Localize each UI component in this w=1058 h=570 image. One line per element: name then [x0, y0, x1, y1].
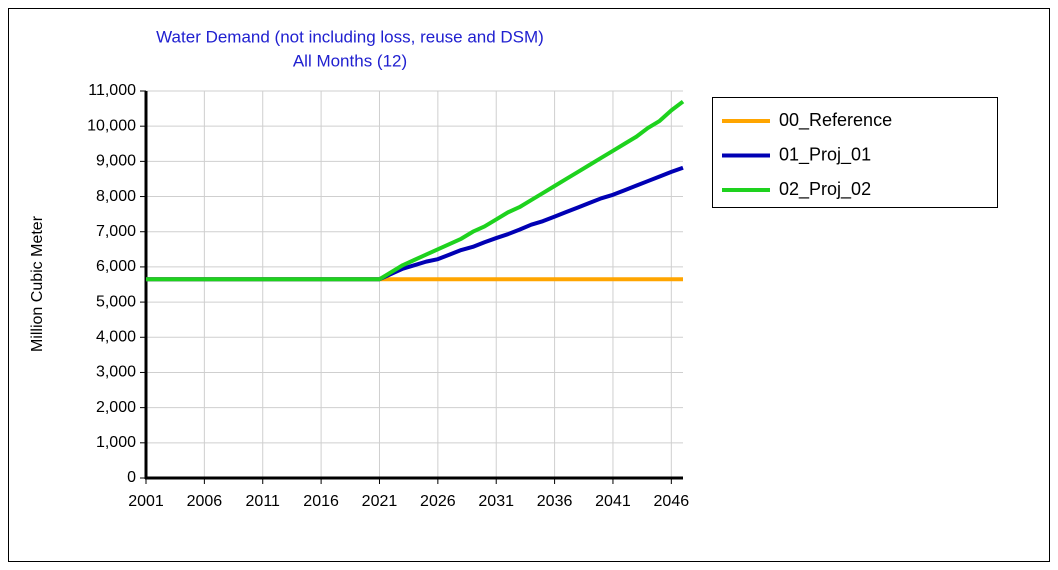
y-tick-label: 6,000	[96, 258, 136, 275]
y-tick-label: 3,000	[96, 364, 136, 381]
legend-label: 00_Reference	[779, 110, 892, 131]
legend-label: 02_Proj_02	[779, 179, 871, 200]
x-tick-label: 2026	[420, 493, 456, 510]
x-tick-label: 2041	[595, 493, 631, 510]
y-axis-label: Million Cubic Meter	[29, 215, 46, 352]
y-tick-label: 5,000	[96, 293, 136, 310]
chart-title: Water Demand (not including loss, reuse …	[156, 27, 544, 46]
x-tick-label: 2036	[537, 493, 573, 510]
y-tick-label: 11,000	[88, 82, 136, 99]
y-tick-label: 10,000	[87, 117, 136, 134]
y-tick-label: 7,000	[96, 223, 136, 240]
y-tick-label: 0	[127, 469, 136, 486]
x-tick-label: 2031	[478, 493, 514, 510]
y-tick-label: 4,000	[96, 328, 136, 345]
x-tick-label: 2021	[362, 493, 398, 510]
x-tick-label: 2006	[187, 493, 223, 510]
x-tick-label: 2016	[303, 493, 339, 510]
series-line	[146, 99, 685, 282]
x-tick-label: 2011	[246, 493, 281, 510]
chart-subtitle: All Months (12)	[293, 51, 407, 70]
x-tick-label: 2001	[128, 493, 164, 510]
y-tick-label: 2,000	[96, 399, 136, 416]
y-tick-label: 9,000	[96, 153, 136, 170]
x-tick-label: 2046	[654, 493, 690, 510]
legend-label: 01_Proj_01	[779, 144, 871, 165]
y-tick-label: 8,000	[96, 188, 136, 205]
y-tick-label: 1,000	[96, 434, 136, 451]
